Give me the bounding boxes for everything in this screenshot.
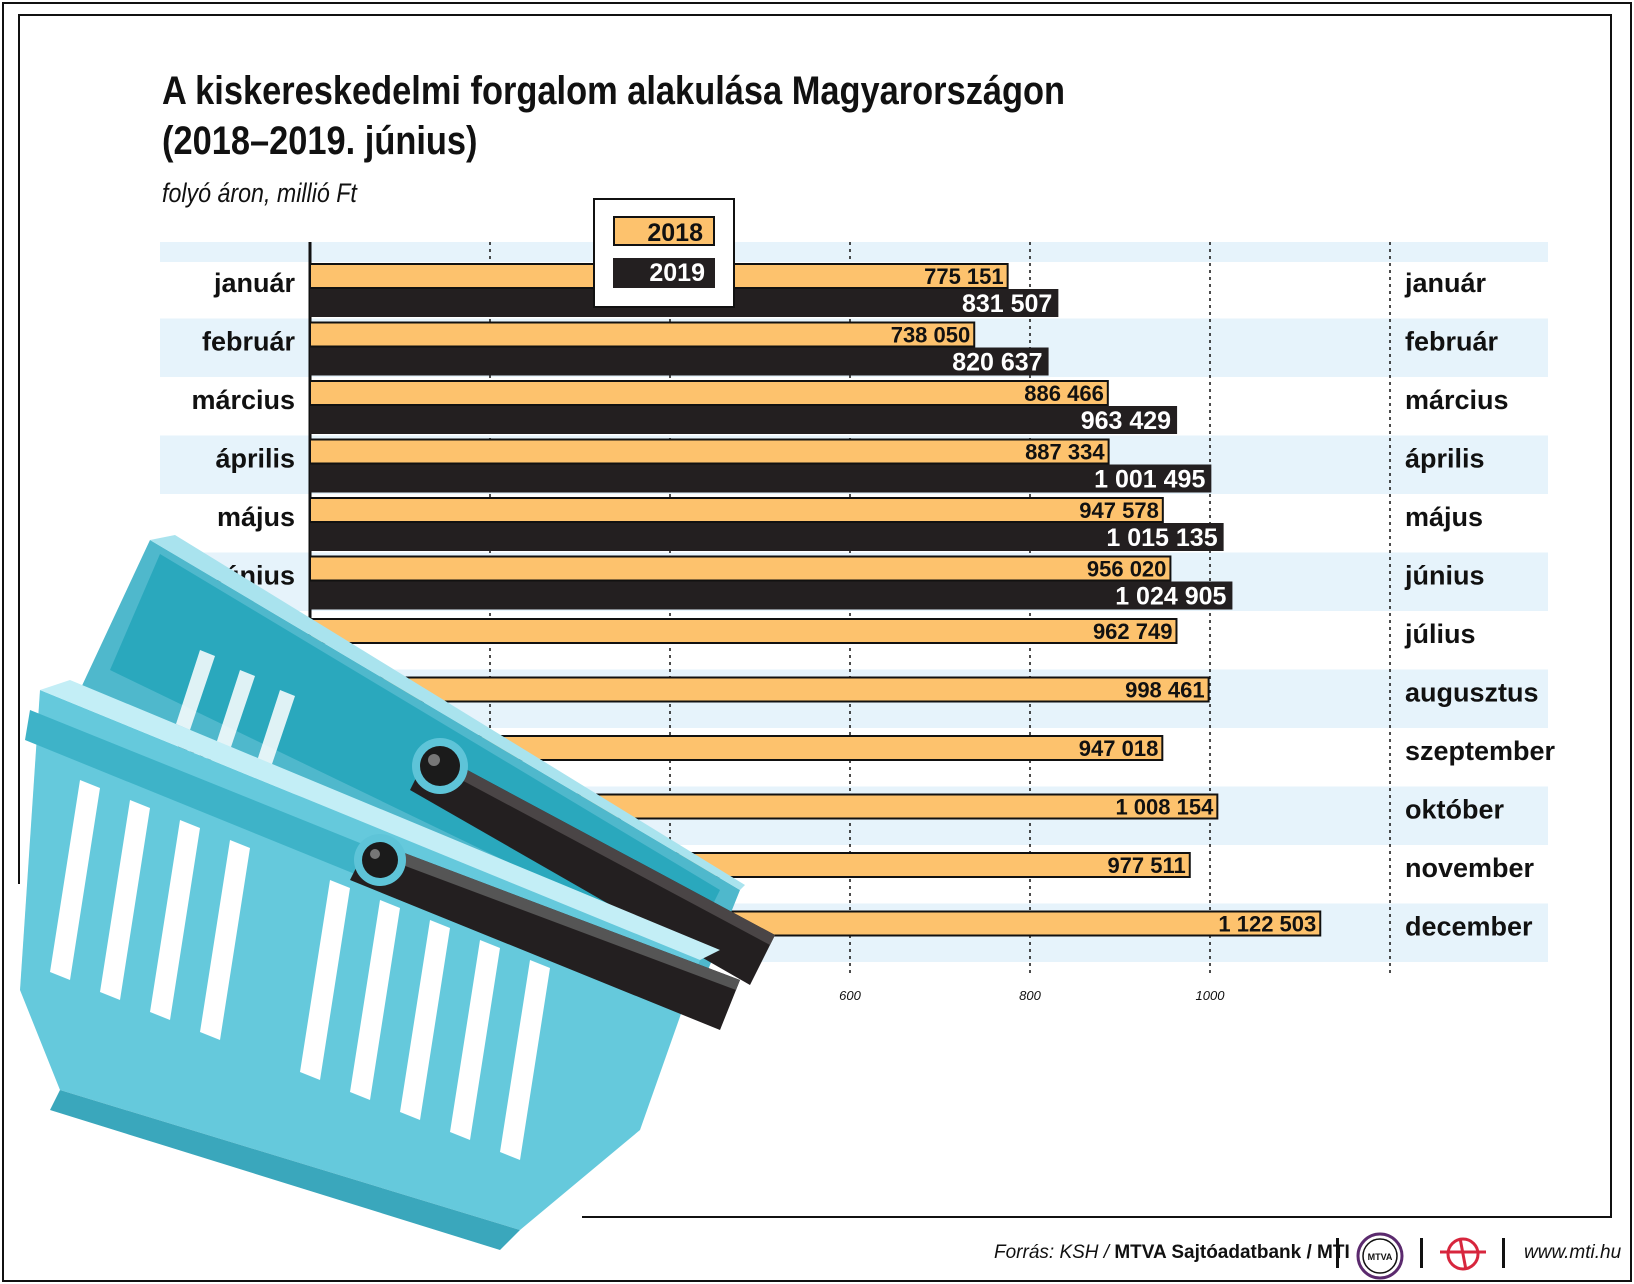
category-label-right: március [1405,385,1509,415]
source-agency: MTVA Sajtóadatbank / MTI [1114,1242,1350,1263]
bar-2019 [310,406,1178,434]
data-label-2018: 887 334 [1025,440,1105,465]
back-handle [410,738,775,985]
shopping-basket-icon [20,535,775,1250]
legend-item-2018: 2018 [613,216,715,247]
data-label-2019: 831 507 [962,290,1052,318]
chart-title-line2: (2018–2019. június) [162,119,478,163]
data-label-2018: 1 008 154 [1115,795,1214,820]
data-label-2019: 820 637 [952,349,1042,377]
category-label-right: május [1405,502,1483,532]
bar-2019 [310,464,1212,493]
x-tick-label: 600 [839,988,861,1003]
footer-divider [1502,1238,1505,1268]
category-label-left: február [202,327,296,357]
chart-legend: 2018 2019 [593,198,735,308]
bar-2018 [309,321,976,348]
bar-2018 [309,380,1109,406]
category-label-left: január [213,268,296,298]
bar-2019 [310,347,1049,376]
chart-subtitle: folyó áron, millió Ft [162,178,357,208]
data-label-2018: 956 020 [1087,557,1167,582]
category-label-right: június [1404,561,1485,591]
source-credit: Forrás: KSH / MTVA Sajtóadatbank / MTI [994,1242,1350,1264]
mtva-logo: MTVA [1356,1232,1404,1280]
data-label-2018: 886 466 [1024,381,1104,406]
frame-line [1610,14,1612,1218]
category-label-right: október [1405,795,1505,825]
bar-2018 [309,618,1178,644]
data-label-2018: 947 018 [1079,736,1159,761]
footer-divider [1420,1238,1423,1268]
data-label-2018: 775 151 [924,264,1004,289]
category-label-right: november [1405,853,1535,883]
category-label-left: március [191,385,295,415]
chart-title: A kiskereskedelmi forgalom alakulása Mag… [162,66,1065,166]
category-label-right: szeptember [1405,736,1556,766]
bar-2019 [310,581,1233,610]
category-label-right: július [1404,619,1476,649]
frame-line [18,14,1612,16]
footer-divider [1336,1238,1339,1268]
mti-logo-icon [1440,1237,1486,1271]
data-label-2018: 962 749 [1093,619,1173,644]
category-label-right: augusztus [1405,678,1539,708]
frame-line [18,14,20,884]
category-label-right: április [1405,444,1485,474]
bar-2019 [310,523,1224,551]
category-label-left: május [217,502,295,532]
bar-2018 [309,438,1110,465]
data-label-2019: 1 024 905 [1115,583,1226,611]
bar-2018 [309,555,1172,582]
category-label-right: december [1405,912,1533,942]
bar-2018 [309,676,1210,703]
header-band [160,242,1548,262]
x-tick-label: 800 [1019,988,1041,1003]
frame-line [582,1216,1612,1218]
front-handle [350,834,740,1030]
data-label-2018: 977 511 [1107,853,1185,878]
category-label-left: április [215,444,295,474]
bar-2018 [309,497,1164,523]
data-label-2018: 998 461 [1125,678,1205,703]
data-label-2018: 738 050 [891,323,971,348]
mtva-logo-text: MTVA [1368,1252,1393,1262]
x-tick-label: 1000 [1196,988,1226,1003]
data-label-2019: 963 429 [1081,407,1171,435]
source-prefix: Forrás: KSH / [994,1242,1115,1263]
data-label-2018: 947 578 [1079,498,1159,523]
data-label-2019: 1 015 135 [1106,524,1217,552]
category-label-right: február [1405,327,1499,357]
chart-title-line1: A kiskereskedelmi forgalom alakulása Mag… [162,69,1066,113]
website-url: www.mti.hu [1524,1242,1622,1263]
category-label-right: január [1404,268,1487,298]
data-label-2019: 1 001 495 [1094,466,1205,494]
data-label-2018: 1 122 503 [1218,912,1316,937]
legend-item-2019: 2019 [613,258,715,288]
